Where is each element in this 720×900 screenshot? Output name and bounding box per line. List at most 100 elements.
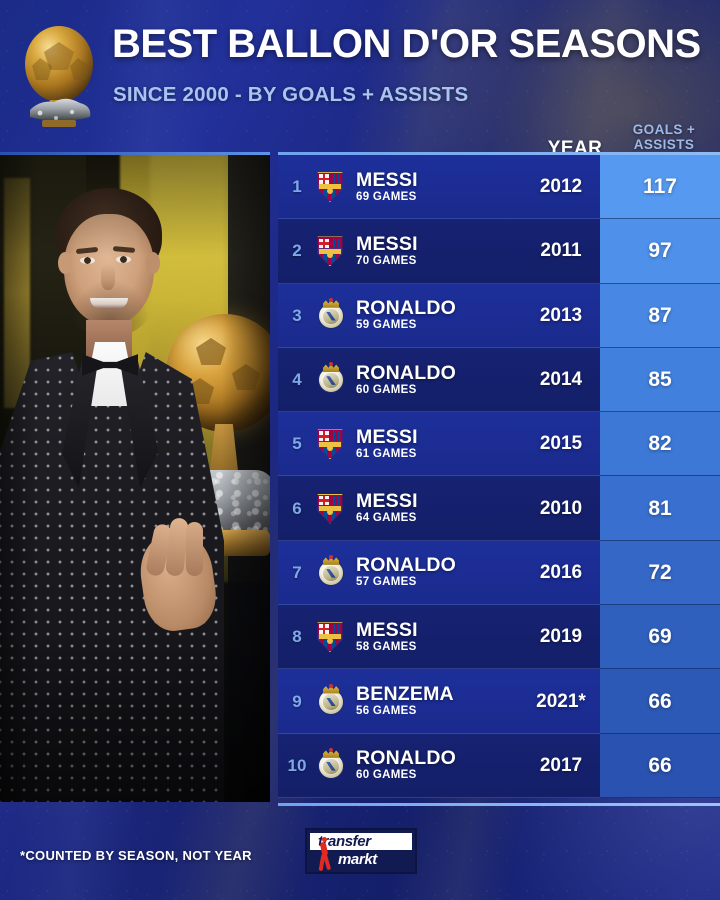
row-goals-assists: 117 [600,155,720,220]
column-header-goals-assists-line1: GOALS + [632,122,696,137]
logo-band-markt: markt [310,851,412,868]
row-player-name: RONALDO [356,747,456,770]
row-player-info: MESSI 58 GAMES [356,620,522,655]
row-player-name: RONALDO [356,361,456,384]
row-player-name: MESSI [356,232,418,255]
row-rank: 10 [287,755,307,775]
club-crest-real-madrid [316,297,344,331]
row-games: 70 GAMES [356,254,417,267]
row-year: 2021* [536,690,586,712]
club-crest-barcelona [316,622,344,653]
row-main: 6 MESSI 64 GAMES 2010 [278,476,600,542]
row-main: 5 MESSI 61 GAMES 2015 [278,412,600,477]
row-player-name: MESSI [356,168,418,191]
logo-text-markt: markt [338,851,377,868]
row-rank: 2 [292,241,302,261]
club-crest-real-madrid [316,554,344,588]
table-row: 10 RONALDO 60 GAMES 2017 66 [278,733,720,799]
table-row: 6 MESSI 64 GAMES 2010 81 [278,476,720,542]
table-row: 4 RONALDO 60 GAMES 2014 85 [278,347,720,413]
row-player-name: MESSI [356,425,418,448]
column-header-goals-assists-line2: ASSISTS [633,137,695,152]
row-main: 9 BENZEMA 56 GAMES 2021* [278,669,600,734]
row-rank: 5 [292,434,302,454]
row-main: 3 RONALDO 59 GAMES 2013 [278,283,600,349]
row-year: 2012 [539,176,583,198]
club-crest-real-madrid [316,683,344,717]
row-games: 61 GAMES [356,447,417,460]
row-player-name: MESSI [356,490,418,513]
table-row: 3 RONALDO 59 GAMES 2013 87 [278,283,720,349]
row-games: 57 GAMES [356,576,417,589]
row-games: 56 GAMES [356,705,417,718]
transfermarkt-logo[interactable]: transfer markt [305,828,417,874]
row-player-name: RONALDO [356,297,456,320]
row-main: 7 RONALDO 57 GAMES 2016 [278,540,600,606]
row-rank: 1 [292,177,302,197]
row-rank: 3 [292,305,302,325]
club-crest-barcelona [316,429,344,460]
row-games: 60 GAMES [356,383,417,396]
row-player-info: MESSI 69 GAMES [356,170,522,205]
row-main: 10 RONALDO 60 GAMES 2017 [278,733,600,799]
row-year: 2010 [539,497,583,519]
row-goals-assists: 69 [600,605,720,670]
table-row: 9 BENZEMA 56 GAMES 2021* 66 [278,669,720,734]
page-title: BEST BALLON D'OR SEASONS [112,22,701,66]
row-goals-assists: 82 [600,412,720,477]
row-year: 2019 [539,626,583,648]
row-games: 59 GAMES [356,319,417,332]
row-games: 58 GAMES [356,640,417,653]
row-rank: 9 [292,691,302,711]
row-goals-assists: 66 [600,669,720,734]
table-row: 7 RONALDO 57 GAMES 2016 72 [278,540,720,606]
row-goals-assists: 66 [600,733,720,799]
row-year: 2015 [539,433,583,455]
row-year: 2016 [539,561,583,583]
table-top-border [278,152,720,155]
ballon-dor-trophy-icon [25,26,93,127]
page-subtitle: SINCE 2000 - BY GOALS + ASSISTS [113,83,469,106]
club-crest-barcelona [316,236,344,267]
row-rank: 6 [292,498,302,518]
row-player-name: MESSI [356,618,418,641]
column-header-goals-assists: GOALS + ASSISTS [612,122,716,152]
row-player-info: RONALDO 60 GAMES [356,363,522,398]
row-year: 2011 [540,240,582,262]
logo-text-transfer: transfer [318,833,371,850]
row-rank: 7 [292,562,302,582]
row-goals-assists: 72 [600,540,720,606]
row-games: 64 GAMES [356,512,417,525]
logo-player-icon [318,837,332,872]
row-player-info: BENZEMA 56 GAMES [356,684,522,719]
club-crest-barcelona [316,493,344,524]
row-player-info: MESSI 61 GAMES [356,427,522,462]
table-row: 5 MESSI 61 GAMES 2015 82 [278,412,720,477]
row-main: 2 MESSI 70 GAMES 2011 [278,219,600,284]
header: BEST BALLON D'OR SEASONS SINCE 2000 - BY… [0,0,720,158]
row-player-info: RONALDO 57 GAMES [356,555,522,590]
row-main: 1 MESSI 69 GAMES 2012 [278,155,600,220]
row-games: 60 GAMES [356,769,417,782]
club-crest-barcelona [316,172,344,203]
row-rank: 4 [292,370,302,390]
table-row: 1 MESSI 69 GAMES 2012 117 [278,155,720,220]
row-goals-assists: 87 [600,283,720,349]
row-player-info: RONALDO 60 GAMES [356,748,522,783]
row-goals-assists: 97 [600,219,720,284]
row-player-name: BENZEMA [356,683,454,706]
logo-band-transfer: transfer [310,833,412,850]
row-year: 2013 [539,304,583,326]
table-bottom-border [278,803,720,806]
club-crest-real-madrid [316,362,344,395]
row-player-info: RONALDO 59 GAMES [356,298,522,333]
row-main: 4 RONALDO 60 GAMES 2014 [278,347,600,413]
messi-photo [0,152,270,802]
club-crest-real-madrid [316,747,344,781]
row-goals-assists: 81 [600,476,720,542]
photo-top-border [0,152,270,155]
row-player-info: MESSI 64 GAMES [356,491,522,526]
row-rank: 8 [292,627,302,647]
table-row: 8 MESSI 58 GAMES 2019 69 [278,605,720,670]
